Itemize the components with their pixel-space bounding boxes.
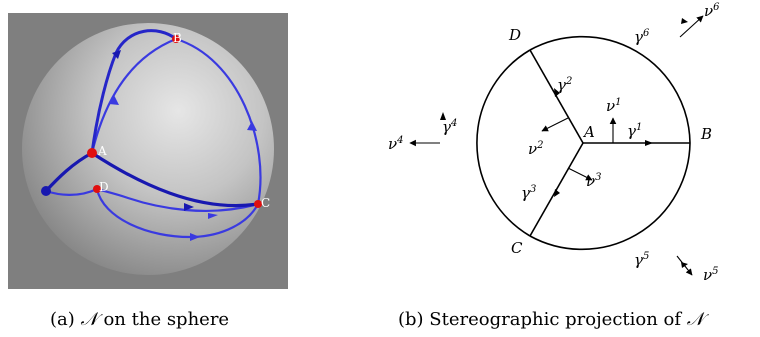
caption-a-symbol: 𝒩 xyxy=(80,309,98,330)
label-nu3: ν3 xyxy=(586,172,602,190)
label-gamma1: γ1 xyxy=(627,122,642,140)
label-b: B xyxy=(173,31,182,45)
arrow-dloop xyxy=(190,233,200,241)
dir-gamma3 xyxy=(554,189,560,197)
projection-figure: A B C D γ1 γ2 γ3 γ4 γ5 γ6 ν1 ν2 ν3 ν4 ν5… xyxy=(388,2,720,284)
normal-nu3 xyxy=(567,167,593,181)
label-nu1: ν1 xyxy=(606,97,622,115)
dir-gamma1 xyxy=(645,140,653,146)
caption-a-prefix: (a) xyxy=(50,309,81,330)
point-c xyxy=(254,200,262,208)
endpoint-left xyxy=(41,186,51,196)
arc-a-c xyxy=(91,151,259,208)
caption-a-suffix: on the sphere xyxy=(97,309,230,330)
normal-nu2 xyxy=(541,117,569,132)
label-a: A xyxy=(97,144,107,158)
label-gamma6: γ6 xyxy=(634,28,650,46)
normal-nu5 xyxy=(676,255,693,276)
label-nu4: ν4 xyxy=(388,135,404,153)
caption-b-symbol: 𝒩 xyxy=(686,309,705,330)
sphere-figure: A B C D xyxy=(8,13,288,289)
label-c: C xyxy=(511,239,523,257)
label-gamma5: γ5 xyxy=(634,251,649,269)
arc-gamma6 xyxy=(529,35,691,144)
label-d: D xyxy=(508,26,521,44)
point-b xyxy=(172,35,180,43)
dir-gamma4 xyxy=(440,112,446,120)
label-gamma4: γ4 xyxy=(442,118,457,136)
dir-gamma2 xyxy=(554,88,560,97)
sphere xyxy=(22,23,274,275)
arc-b-c xyxy=(175,37,262,205)
dir-gamma6 xyxy=(681,18,688,24)
label-b: B xyxy=(700,125,712,143)
arrow-atop xyxy=(112,50,121,59)
label-d: D xyxy=(99,180,109,194)
label-gamma2: γ2 xyxy=(557,76,572,94)
arrow-ac xyxy=(184,203,194,211)
label-c: C xyxy=(261,196,270,210)
label-a: A xyxy=(582,123,595,141)
arc-a-b xyxy=(90,37,177,154)
edge-gamma2 xyxy=(529,49,584,144)
label-gamma3: γ3 xyxy=(521,184,536,202)
arc-gamma5 xyxy=(529,142,691,251)
arc-gamma4 xyxy=(476,49,531,237)
arrow-cd xyxy=(208,213,218,219)
arrow-bc xyxy=(247,121,257,131)
edge-gamma3 xyxy=(529,142,584,237)
normal-nu6 xyxy=(679,15,704,38)
label-nu6: ν6 xyxy=(704,2,720,20)
arc-c-d xyxy=(96,187,259,212)
caption-b: (b) Stereographic projection of 𝒩 xyxy=(398,309,704,330)
point-d xyxy=(93,185,101,193)
caption-a: (a) 𝒩 on the sphere xyxy=(50,309,229,330)
point-a xyxy=(87,148,97,158)
label-nu5: ν5 xyxy=(703,266,719,284)
arc-d-loop xyxy=(95,188,259,239)
label-nu2: ν2 xyxy=(528,140,544,158)
arrow-ab xyxy=(109,95,119,105)
caption-b-prefix: (b) Stereographic projection of xyxy=(398,309,687,330)
